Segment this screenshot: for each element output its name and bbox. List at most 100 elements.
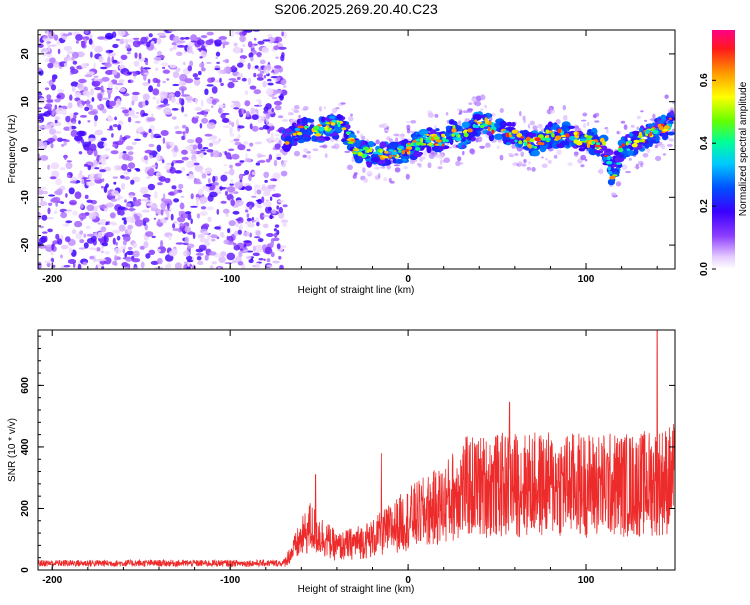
noise-blob bbox=[64, 62, 68, 68]
noise-blob bbox=[47, 228, 53, 233]
noise-blob bbox=[190, 205, 198, 208]
noise-blob bbox=[231, 153, 240, 160]
noise-blob bbox=[223, 239, 230, 245]
y-tick-label: 10 bbox=[20, 96, 31, 108]
noise-blob bbox=[259, 59, 266, 65]
noise-blob bbox=[181, 82, 187, 85]
noise-blob bbox=[193, 78, 201, 86]
noise-blob bbox=[189, 60, 194, 67]
noise-blob bbox=[187, 65, 193, 72]
noise-blob bbox=[208, 251, 217, 256]
noise-blob bbox=[131, 258, 141, 263]
noise-blob bbox=[198, 244, 207, 251]
noise-blob bbox=[202, 223, 210, 229]
signal-peak-blob bbox=[551, 133, 555, 138]
noise-blob bbox=[103, 142, 108, 148]
noise-blob bbox=[126, 52, 131, 55]
noise-blob bbox=[282, 204, 288, 208]
noise-blob bbox=[257, 160, 266, 163]
noise-blob bbox=[152, 88, 160, 96]
noise-blob bbox=[109, 221, 113, 225]
noise-blob bbox=[122, 153, 130, 161]
noise-blob bbox=[127, 224, 134, 230]
noise-blob bbox=[107, 56, 111, 64]
signal-halo-blob bbox=[290, 118, 296, 122]
noise-blob bbox=[198, 70, 202, 76]
noise-blob bbox=[129, 207, 135, 212]
signal-halo-blob bbox=[298, 114, 301, 119]
signal-peak-blob bbox=[586, 137, 592, 141]
noise-blob bbox=[111, 190, 119, 197]
noise-blob bbox=[162, 193, 166, 201]
signal-core-blob bbox=[328, 115, 336, 120]
signal-halo-blob bbox=[319, 145, 326, 148]
noise-blob bbox=[72, 121, 77, 124]
noise-blob bbox=[154, 47, 157, 51]
signal-halo-blob bbox=[527, 123, 531, 129]
noise-blob bbox=[113, 181, 117, 185]
noise-blob bbox=[204, 88, 209, 96]
noise-blob bbox=[142, 82, 150, 86]
noise-blob bbox=[194, 165, 204, 172]
signal-core-blob bbox=[667, 120, 674, 125]
noise-blob bbox=[142, 209, 148, 213]
noise-blob bbox=[64, 154, 67, 160]
noise-blob bbox=[254, 244, 264, 253]
noise-blob bbox=[263, 110, 268, 114]
noise-blob bbox=[192, 264, 196, 269]
noise-blob bbox=[127, 162, 136, 169]
noise-blob bbox=[123, 171, 130, 175]
noise-blob bbox=[149, 167, 155, 174]
noise-blob bbox=[227, 81, 235, 89]
noise-blob bbox=[186, 160, 194, 168]
signal-core-blob bbox=[588, 148, 598, 156]
signal-peak-blob bbox=[616, 162, 622, 165]
noise-blob bbox=[220, 200, 227, 204]
noise-blob bbox=[242, 44, 246, 47]
noise-blob bbox=[90, 88, 94, 96]
noise-blob bbox=[97, 155, 107, 163]
noise-blob bbox=[105, 202, 114, 208]
noise-blob bbox=[168, 94, 172, 101]
noise-blob bbox=[269, 214, 273, 220]
signal-peak-blob bbox=[451, 128, 457, 133]
noise-blob bbox=[157, 182, 163, 186]
noise-blob bbox=[159, 55, 165, 59]
signal-peak-blob bbox=[467, 128, 473, 133]
signal-peak-blob bbox=[401, 150, 405, 155]
noise-blob bbox=[264, 179, 268, 183]
signal-core-blob bbox=[638, 127, 644, 132]
noise-blob bbox=[178, 183, 184, 190]
signal-halo-blob bbox=[393, 134, 400, 137]
noise-blob bbox=[101, 242, 108, 247]
noise-blob bbox=[78, 247, 86, 250]
noise-blob bbox=[72, 210, 78, 216]
noise-blob bbox=[196, 112, 204, 115]
noise-blob bbox=[206, 122, 216, 130]
noise-blob bbox=[86, 181, 95, 187]
noise-blob bbox=[54, 104, 58, 110]
noise-blob bbox=[169, 47, 173, 52]
noise-blob bbox=[131, 141, 137, 145]
spectrogram-y-label: Frequency (Hz) bbox=[7, 115, 18, 184]
signal-halo-blob bbox=[458, 112, 462, 115]
signal-halo-blob bbox=[443, 157, 451, 163]
signal-halo-blob bbox=[496, 145, 500, 149]
noise-blob bbox=[224, 66, 232, 74]
noise-blob bbox=[258, 127, 264, 131]
noise-blob bbox=[267, 82, 274, 86]
signal-peak-blob bbox=[609, 175, 616, 180]
noise-blob bbox=[132, 266, 139, 269]
noise-blob bbox=[160, 130, 169, 136]
noise-blob bbox=[174, 262, 182, 269]
noise-blob bbox=[252, 245, 257, 252]
noise-blob bbox=[69, 94, 73, 101]
noise-blob bbox=[118, 156, 123, 159]
signal-core-blob bbox=[594, 150, 604, 154]
signal-halo-blob bbox=[553, 154, 558, 159]
noise-blob bbox=[267, 206, 272, 212]
noise-blob bbox=[245, 185, 253, 191]
noise-blob bbox=[49, 123, 58, 126]
noise-blob bbox=[60, 245, 69, 250]
